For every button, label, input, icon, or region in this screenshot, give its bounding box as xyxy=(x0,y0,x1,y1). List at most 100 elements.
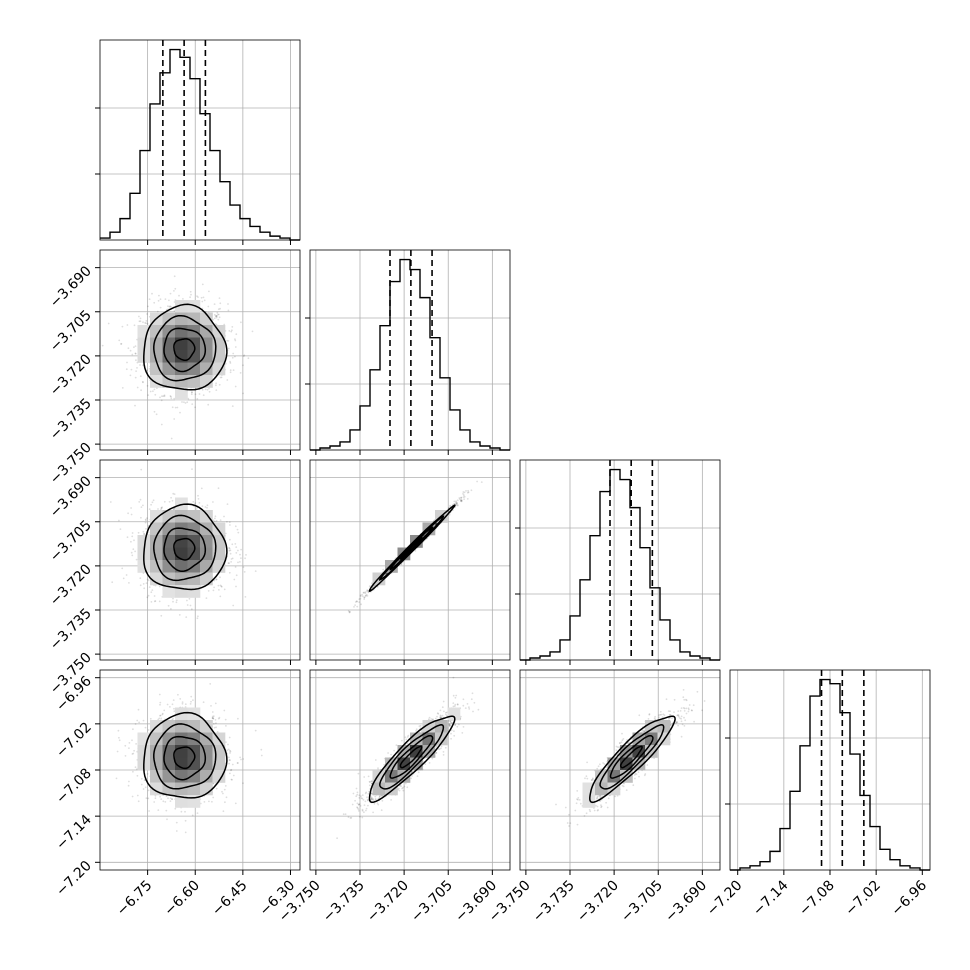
scatter-point xyxy=(230,330,233,333)
scatter-point xyxy=(136,386,139,389)
scatter-point xyxy=(200,487,203,490)
scatter-point xyxy=(242,392,245,395)
scatter-point xyxy=(157,299,160,302)
scatter-point xyxy=(142,321,144,324)
scatter-point xyxy=(465,490,467,492)
scatter-point xyxy=(133,539,135,542)
scatter-point xyxy=(239,561,241,563)
scatter-point xyxy=(230,778,233,781)
scatter-point xyxy=(135,558,138,561)
density-cell xyxy=(175,510,188,523)
histogram-bars xyxy=(730,678,930,871)
scatter-point xyxy=(139,375,142,378)
scatter-point xyxy=(353,606,355,608)
scatter-point xyxy=(358,598,361,600)
scatter-point xyxy=(191,468,193,470)
scatter-point xyxy=(143,533,146,536)
scatter-point xyxy=(134,376,137,379)
scatter-point xyxy=(131,353,134,356)
scatter-point xyxy=(147,579,150,582)
scatter-point xyxy=(153,388,156,391)
density-cell xyxy=(150,337,163,351)
density-cell xyxy=(187,572,201,586)
scatter-point xyxy=(168,500,171,503)
scatter-point xyxy=(131,795,134,798)
scatter-point xyxy=(162,395,165,397)
scatter-point xyxy=(354,601,357,603)
scatter-point xyxy=(349,611,351,613)
density-cell xyxy=(137,535,151,548)
scatter-point xyxy=(190,391,193,394)
scatter-point xyxy=(235,546,238,548)
scatter-point xyxy=(154,393,157,396)
scatter-point xyxy=(254,570,257,572)
scatter-point xyxy=(505,455,507,457)
scatter-point xyxy=(136,774,139,777)
scatter-point xyxy=(180,810,183,813)
scatter-point xyxy=(243,354,246,357)
scatter-point xyxy=(455,503,458,506)
density-cell xyxy=(175,325,188,338)
scatter-point xyxy=(135,359,137,362)
scatter-point xyxy=(214,315,217,317)
scatter-point xyxy=(147,305,149,308)
scatter-point xyxy=(155,413,158,416)
scatter-point xyxy=(456,502,458,504)
scatter-point xyxy=(217,308,220,311)
density-cell xyxy=(162,560,176,573)
scatter-point xyxy=(240,548,243,551)
scatter-point xyxy=(229,552,232,555)
scatter-point xyxy=(172,492,175,495)
scatter-point xyxy=(232,369,235,371)
scatter-point xyxy=(222,792,224,795)
scatter-point xyxy=(215,315,217,318)
scatter-point xyxy=(356,605,359,608)
scatter-point xyxy=(131,535,134,538)
scatter-point xyxy=(170,608,172,610)
scatter-point xyxy=(228,521,231,524)
scatter-point xyxy=(151,292,153,295)
scatter-point xyxy=(191,391,193,393)
scatter-point xyxy=(153,600,156,603)
scatter-point xyxy=(235,585,237,588)
scatter-point xyxy=(215,578,218,581)
scatter-point xyxy=(127,512,129,515)
scatter-point xyxy=(142,504,144,507)
scatter-point xyxy=(139,577,142,580)
scatter-point xyxy=(174,807,177,810)
scatter-point xyxy=(363,598,366,600)
scatter-point xyxy=(167,604,170,607)
scatter-point xyxy=(414,550,417,552)
scatter-point xyxy=(460,496,462,499)
scatter-point xyxy=(132,548,135,551)
scatter-point xyxy=(173,290,175,292)
scatter-point xyxy=(129,349,132,352)
scatter-point xyxy=(213,520,216,523)
scatter-point xyxy=(219,307,222,310)
scatter-point xyxy=(242,758,245,760)
scatter-point xyxy=(212,589,215,592)
scatter-point xyxy=(191,814,194,817)
scatter-point xyxy=(227,309,230,312)
scatter-point xyxy=(219,584,222,587)
density-cell xyxy=(150,350,163,363)
scatter-point xyxy=(455,500,457,503)
scatter-point xyxy=(197,615,199,618)
scatter-point xyxy=(226,521,228,523)
scatter-point xyxy=(234,525,237,528)
scatter-point xyxy=(234,355,236,358)
scatter-point xyxy=(173,508,175,511)
scatter-point xyxy=(220,585,223,588)
scatter-point xyxy=(460,499,462,502)
scatter-point xyxy=(135,370,138,372)
scatter-point xyxy=(227,303,229,305)
density-cell xyxy=(175,560,188,573)
scatter-point xyxy=(206,504,209,507)
scatter-point xyxy=(448,513,451,516)
scatter-point xyxy=(138,501,141,503)
scatter-point xyxy=(456,504,459,506)
scatter-point xyxy=(215,519,218,522)
scatter-point xyxy=(461,499,463,502)
scatter-point xyxy=(212,375,215,377)
scatter-point xyxy=(213,317,216,320)
